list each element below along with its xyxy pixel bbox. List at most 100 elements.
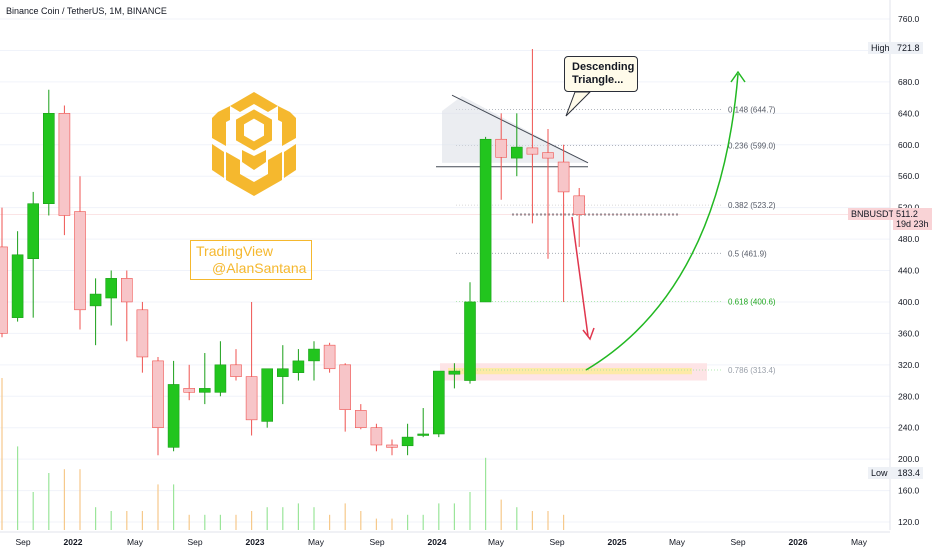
candle-body: [557, 161, 570, 193]
volume-bar: [63, 469, 65, 530]
candle-body: [292, 360, 305, 373]
candle-body: [261, 368, 274, 422]
candle-body: [245, 376, 258, 421]
triangle-upper: [451, 94, 589, 164]
candle-body: [432, 370, 445, 435]
price-tick-label: 560.0: [898, 171, 920, 181]
time-tick-label: Sep: [187, 537, 202, 547]
fib-label: 0.236 (599.0): [728, 142, 776, 151]
time-tick-label: May: [851, 537, 868, 547]
price-tick-label: 400.0: [898, 297, 920, 307]
candle-body: [11, 254, 24, 318]
price-tick-label: 360.0: [898, 328, 920, 338]
candle-body: [105, 278, 117, 299]
candle-body: [448, 370, 461, 375]
high-value: 721.8: [897, 43, 920, 53]
volume-bar: [48, 473, 50, 530]
candle-body: [0, 246, 8, 334]
low-label: Low 183.4: [868, 467, 924, 479]
price-tick-label: 440.0: [898, 266, 920, 276]
candle-body: [401, 436, 414, 447]
volume-bar: [282, 507, 284, 530]
volume-bar: [188, 514, 190, 530]
up-arrow-head: [730, 70, 746, 83]
volume-bar: [297, 503, 299, 530]
symbol-price-tag: BNBUSDT: [848, 208, 898, 220]
support-zone-band: [448, 367, 692, 375]
price-tick-label: 760.0: [898, 14, 920, 24]
time-tick-label: May: [488, 537, 505, 547]
candle-body: [89, 293, 102, 307]
candle-body: [214, 364, 227, 393]
candle-body: [183, 388, 195, 393]
fib-label: 0.786 (313.4): [728, 366, 776, 375]
fib-label: 0.618 (400.6): [728, 297, 776, 306]
volume-bar: [344, 503, 346, 530]
candle-body: [199, 388, 211, 393]
down-arrow-head: [582, 327, 595, 341]
candle-body: [121, 278, 133, 303]
descending-triangle: [436, 91, 592, 168]
volume-bar: [469, 492, 471, 530]
volume-bar: [79, 469, 81, 530]
candle-body: [74, 211, 86, 311]
volume-bar: [95, 507, 97, 530]
time-tick-label: May: [127, 537, 144, 547]
volume-bar: [1, 378, 3, 530]
time-tick-label: May: [669, 537, 686, 547]
volume-bar: [204, 514, 206, 530]
low-value: 183.4: [897, 468, 921, 478]
volume-bar: [32, 492, 34, 530]
time-tick-label: Sep: [549, 537, 564, 547]
time-tick-label: May: [308, 537, 325, 547]
down-arrow: [571, 216, 589, 337]
candles: [0, 49, 586, 456]
fib-label: 0.148 (644.7): [728, 106, 776, 115]
volume-bar: [391, 518, 393, 530]
price-tick-label: 160.0: [898, 486, 920, 496]
descending-triangle-callout: Descending Triangle...: [564, 56, 638, 92]
price-tick-label: 120.0: [898, 517, 920, 527]
volume-bar: [329, 514, 331, 530]
tradingview-watermark: TradingView @AlanSantana: [190, 240, 312, 280]
volume-bar: [141, 511, 143, 530]
price-tick-label: 640.0: [898, 108, 920, 118]
last-price-value: 511.2: [896, 209, 918, 219]
candle-body: [370, 427, 383, 446]
volume-bar: [251, 511, 253, 530]
volume-bar: [563, 514, 565, 530]
candle-body: [510, 146, 523, 159]
candle-body: [323, 344, 336, 370]
fib-label: 0.5 (461.9): [728, 249, 767, 258]
price-axis: 760.0720.0680.0640.0600.0560.0520.0480.0…: [889, 0, 920, 530]
volume-bar: [438, 503, 440, 530]
time-tick-label: Sep: [730, 537, 745, 547]
candle-body: [167, 384, 180, 448]
candle-body: [58, 113, 71, 216]
volume-bar: [235, 514, 237, 530]
time-tick-label: Sep: [15, 537, 30, 547]
price-tick-label: 600.0: [898, 140, 920, 150]
time-tick-label: 2026: [789, 537, 808, 547]
price-tick-label: 280.0: [898, 391, 920, 401]
price-tick-label: 200.0: [898, 454, 920, 464]
support-zone: [440, 363, 707, 381]
volume-bar: [516, 507, 518, 530]
time-tick-label: 2024: [428, 537, 447, 547]
high-label: High 721.8: [868, 42, 923, 54]
candle-body: [339, 364, 352, 410]
up-arrow: [585, 73, 739, 371]
time-axis: Sep 2022 May Sep 2023 May Sep 2024 May Sep 2025 May…: [0, 531, 890, 547]
time-tick-label: 2025: [608, 537, 627, 547]
candle-body: [495, 138, 508, 158]
fib-label: 0.382 (523.2): [728, 201, 776, 210]
time-tick-label: 2022: [64, 537, 83, 547]
candle-body: [464, 301, 476, 381]
volume-bar: [407, 514, 409, 530]
volume-bar: [126, 511, 128, 530]
price-tick-label: 240.0: [898, 423, 920, 433]
candle-body: [542, 152, 554, 159]
candle-body: [417, 433, 430, 436]
candle-body: [573, 195, 586, 215]
